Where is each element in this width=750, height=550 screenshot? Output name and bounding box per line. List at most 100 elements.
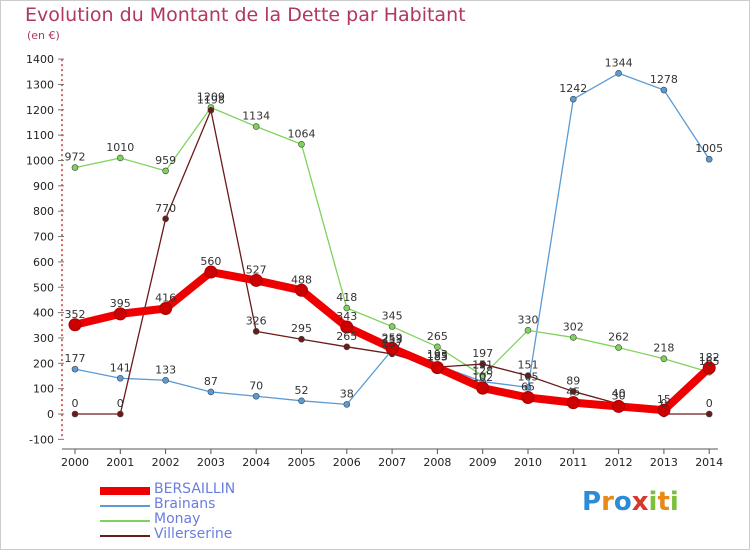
data-label: 1010	[106, 141, 134, 154]
series-point-bersaillin	[657, 403, 671, 417]
data-label: 345	[382, 310, 403, 323]
y-tick-label: 1000	[26, 155, 54, 168]
legend-swatch	[100, 505, 150, 507]
series-point-bersaillin	[295, 283, 308, 297]
data-label: 770	[155, 202, 176, 215]
x-tick-label: 2004	[242, 456, 270, 469]
y-tick-label: 800	[33, 205, 54, 218]
data-label: 197	[472, 347, 493, 360]
series-point-brainans	[524, 384, 532, 391]
data-label: 151	[472, 359, 493, 372]
data-label: 165	[699, 355, 720, 368]
data-label: 416	[155, 292, 176, 305]
data-label: 15	[657, 393, 671, 406]
data-label: 128	[472, 365, 493, 378]
data-label: 105	[518, 370, 539, 383]
x-tick-label: 2013	[650, 456, 678, 469]
data-label: 65	[521, 381, 535, 394]
series-point-villerserine	[162, 215, 169, 223]
data-label: 1064	[288, 127, 316, 140]
logo-letter: i	[648, 487, 658, 517]
series-point-bersaillin	[476, 381, 490, 395]
series-point-monay	[660, 355, 668, 363]
series-point-bersaillin	[68, 318, 82, 332]
series-point-bersaillin	[385, 341, 399, 355]
y-tick-label: 700	[33, 231, 54, 244]
data-label: 133	[155, 363, 176, 376]
data-label: 302	[563, 320, 584, 333]
y-tick-label: 1200	[26, 104, 54, 117]
data-label: 87	[204, 375, 218, 388]
logo-letter: t	[657, 487, 670, 517]
x-tick-label: 2011	[559, 456, 587, 469]
x-tick-label: 2007	[378, 456, 406, 469]
legend-swatch	[100, 487, 150, 495]
data-label: 343	[336, 310, 357, 323]
legend-label: Brainans	[154, 496, 216, 512]
data-label: 265	[336, 330, 357, 343]
data-label: 488	[291, 273, 312, 286]
data-label: 40	[612, 387, 626, 400]
x-tick-label: 2009	[469, 456, 497, 469]
series-point-monay	[252, 123, 260, 130]
series-point-monay	[615, 344, 622, 351]
legend-swatch	[100, 520, 150, 522]
data-label: 1344	[605, 56, 633, 69]
series-point-bersaillin	[702, 361, 716, 375]
series-point-brainans	[569, 95, 577, 103]
series-point-monay	[434, 343, 441, 351]
series-point-bersaillin	[159, 302, 173, 316]
y-tick-label: 600	[33, 256, 54, 269]
y-tick-label: 1300	[26, 78, 54, 91]
series-point-brainans	[298, 397, 305, 405]
series-point-brainans	[117, 374, 124, 382]
y-tick-label: -100	[29, 433, 54, 446]
data-label: 52	[295, 384, 309, 397]
x-tick-label: 2005	[288, 456, 316, 469]
series-point-brainans	[343, 401, 351, 408]
data-label: 0	[72, 397, 79, 410]
x-tick-label: 2014	[695, 456, 723, 469]
data-label: 177	[65, 352, 86, 365]
y-tick-label: 1400	[26, 53, 54, 66]
data-label: 352	[65, 308, 86, 321]
series-point-bersaillin	[430, 361, 444, 375]
data-label: 560	[200, 255, 221, 268]
data-label: 972	[65, 151, 86, 164]
series-point-monay	[479, 372, 487, 380]
logo-letter: P	[582, 487, 602, 517]
data-label: 295	[291, 322, 312, 335]
x-tick-label: 2008	[423, 456, 451, 469]
chart-subtitle: (en €)	[27, 29, 60, 42]
logo-letter: x	[631, 487, 649, 517]
data-label: 89	[566, 374, 580, 387]
series-point-monay	[117, 154, 124, 162]
y-tick-label: 100	[33, 383, 54, 396]
data-label: 45	[566, 386, 580, 399]
x-tick-label: 2012	[605, 456, 633, 469]
data-label: 193	[427, 348, 448, 361]
data-label: 1134	[242, 110, 270, 123]
data-label: 1242	[559, 82, 587, 95]
data-label: 102	[472, 371, 493, 384]
series-point-monay	[524, 327, 532, 334]
series-point-bersaillin	[612, 399, 626, 413]
data-label: 0	[117, 397, 124, 410]
series-point-villerserine	[705, 410, 713, 418]
data-label: 326	[246, 314, 267, 327]
legend-label: BERSAILLIN	[154, 481, 236, 497]
series-point-villerserine	[252, 328, 260, 335]
logo-letter: o	[613, 487, 632, 517]
x-tick-label: 2000	[61, 456, 89, 469]
proxiti-logo: Proxiti	[582, 487, 679, 517]
data-label: 237	[382, 337, 403, 350]
data-label: 183	[427, 351, 448, 364]
data-label: 141	[110, 361, 131, 374]
series-point-villerserine	[479, 360, 487, 368]
legend-label: Monay	[154, 511, 201, 527]
series-point-villerserine	[71, 410, 79, 418]
data-label: 1198	[197, 93, 225, 106]
data-label: 185	[427, 350, 448, 363]
series-point-bersaillin	[113, 307, 127, 321]
